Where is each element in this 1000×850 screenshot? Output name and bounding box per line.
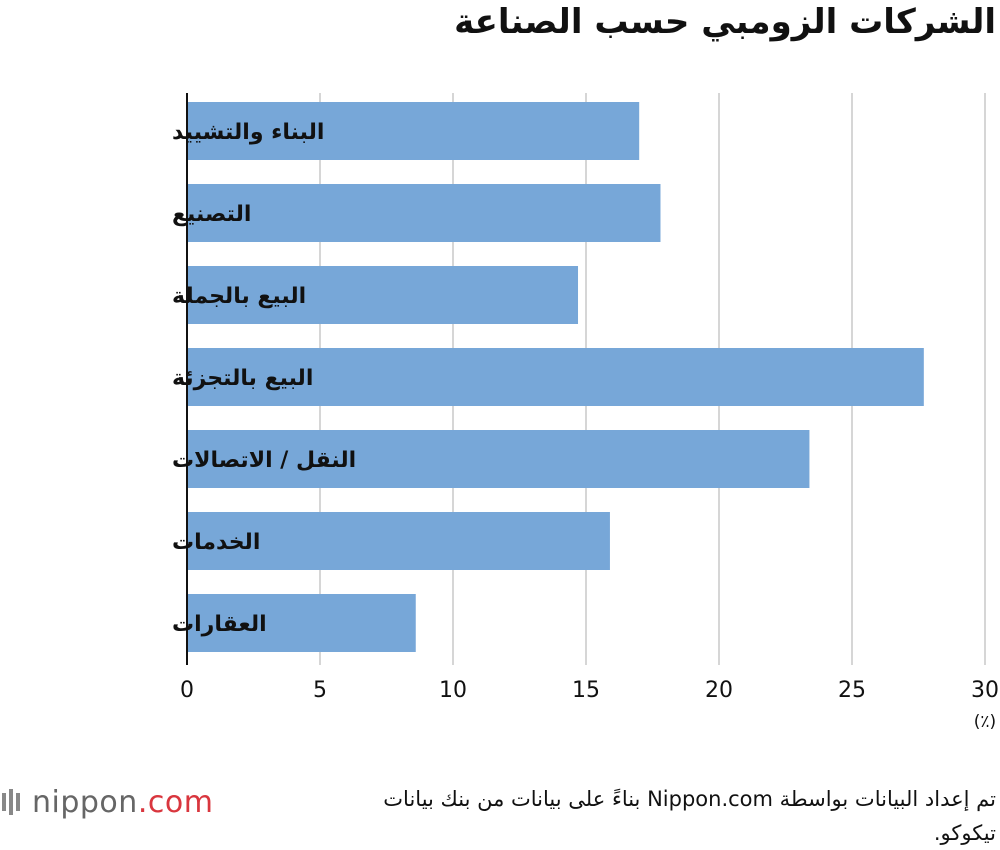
bar xyxy=(187,348,924,406)
nippon-logo: nippon.com xyxy=(0,782,213,822)
x-tick-label: 0 xyxy=(180,678,194,703)
bars xyxy=(187,102,924,652)
category-label: التصنيع xyxy=(172,202,251,227)
category-label: البيع بالتجزئة xyxy=(172,366,313,391)
bar xyxy=(187,512,610,570)
x-tick-label: 15 xyxy=(572,678,600,703)
category-labels: البناء والتشييد التصنيع البيع بالجملة البيع… xyxy=(172,120,356,637)
bar xyxy=(187,184,661,242)
bar xyxy=(187,266,579,324)
x-tick-labels: 0 5 10 15 20 25 30 xyxy=(180,678,999,703)
source-note: تم إعداد البيانات بواسطة Nippon.com بناء… xyxy=(383,787,996,845)
bar xyxy=(187,594,416,652)
x-tick-label: 25 xyxy=(838,678,866,703)
logo-mark-icon xyxy=(2,789,20,815)
logo-suffix: .com xyxy=(137,784,214,820)
bar-chart: البناء والتشييد التصنيع البيع بالجملة البيع… xyxy=(172,93,999,732)
x-tick-label: 30 xyxy=(971,678,999,703)
category-label: النقل / الاتصالات xyxy=(172,448,356,473)
category-label: البيع بالجملة xyxy=(172,284,306,309)
category-label: البناء والتشييد xyxy=(172,120,324,145)
unit-label: (٪) xyxy=(974,712,996,732)
bar xyxy=(187,102,640,160)
category-label: الخدمات xyxy=(172,530,260,555)
chart-title: الشركات الزومبي حسب الصناعة xyxy=(454,2,996,42)
logo-text: nippon.com xyxy=(32,785,213,820)
x-tick-label: 10 xyxy=(439,678,467,703)
x-tick-label: 20 xyxy=(705,678,733,703)
logo-name: nippon xyxy=(32,784,138,820)
x-tick-label: 5 xyxy=(313,678,327,703)
bar xyxy=(187,430,810,488)
